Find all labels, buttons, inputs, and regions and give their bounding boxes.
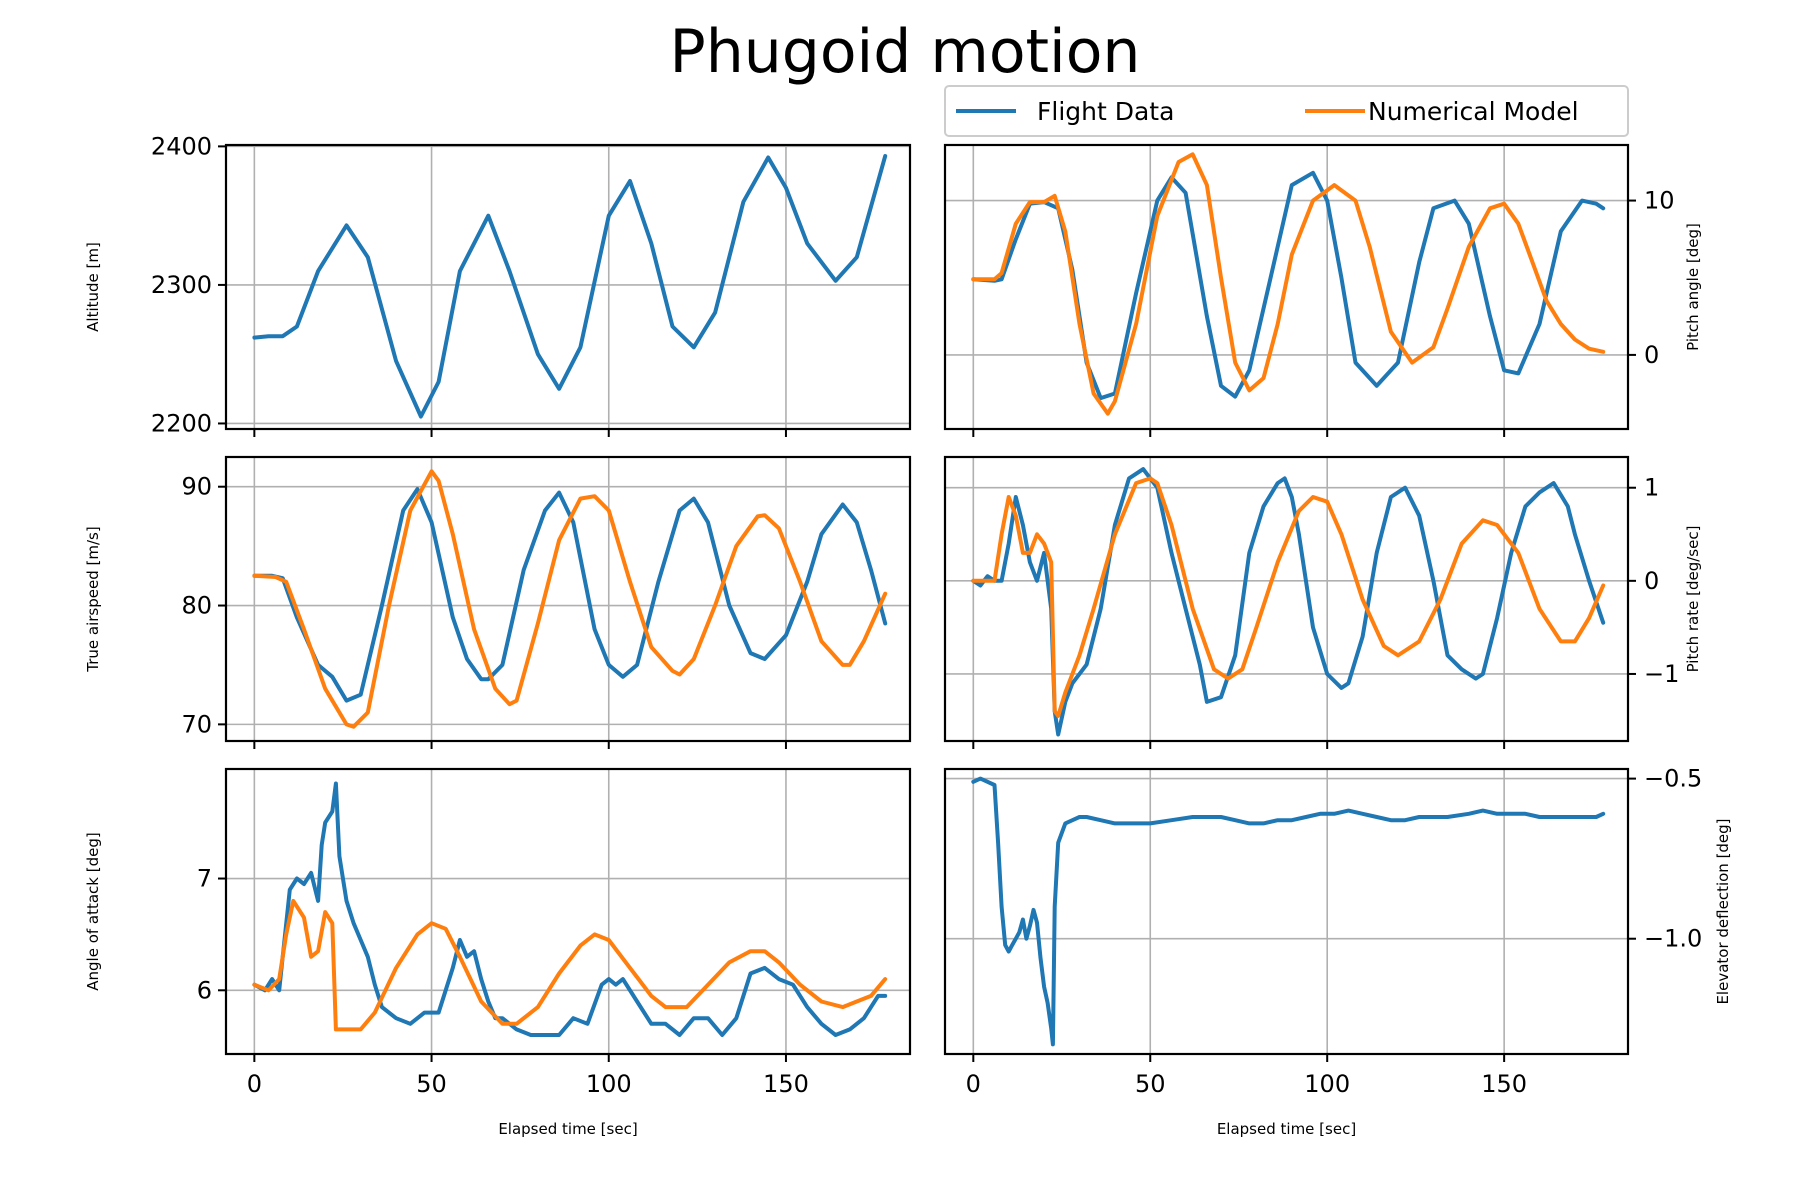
y-tick-label: 6 <box>197 976 212 1004</box>
y-axis-label: Pitch angle [deg] <box>1684 223 1702 351</box>
y-tick-label: 2300 <box>151 271 212 299</box>
axes-frame <box>943 143 1630 431</box>
legend: Flight Data Numerical Model <box>944 85 1629 137</box>
x-tick-label: 0 <box>247 1070 262 1098</box>
x-tick-label: 100 <box>1304 1070 1350 1098</box>
series-line-flight-data <box>971 467 1606 737</box>
legend-label-flight-data: Flight Data <box>1037 97 1174 126</box>
legend-label-numerical-model: Numerical Model <box>1368 97 1579 126</box>
panel-pitch-rate: −1 0 1 Pitch rate [deg/sec] <box>943 455 1702 749</box>
axes-frame <box>943 767 1630 1056</box>
panel-altitude: 2200 2300 2400 Altitude [m] <box>84 132 912 437</box>
y-tick-label: 2400 <box>151 132 212 160</box>
axes-frame <box>943 455 1630 743</box>
x-tick-label: 150 <box>1481 1070 1527 1098</box>
y-axis-label: Altitude [m] <box>84 242 102 332</box>
series-line-flight-data <box>252 781 888 1037</box>
y-tick-label: 0 <box>1644 341 1659 369</box>
y-tick-label: −1.0 <box>1644 925 1702 953</box>
y-tick-label: 80 <box>181 592 212 620</box>
y-tick-label: 10 <box>1644 187 1675 215</box>
y-tick-label: 7 <box>197 865 212 893</box>
series-line-numerical-model <box>971 476 1606 718</box>
figure-title: Phugoid motion <box>670 17 1141 87</box>
series-line-flight-data <box>971 170 1606 401</box>
panel-true-airspeed: 70 80 90 True airspeed [m/s] <box>84 455 912 749</box>
axes-frame <box>224 455 912 743</box>
series-line-flight-data <box>252 487 888 703</box>
x-axis-label: Elapsed time [sec] <box>498 1120 637 1138</box>
axes-frame <box>224 767 912 1056</box>
y-tick-label: 70 <box>181 710 212 738</box>
legend-box <box>944 85 1629 137</box>
panel-pitch-angle: 0 10 Pitch angle [deg] <box>943 143 1702 437</box>
x-tick-label: 100 <box>586 1070 632 1098</box>
series-line-numerical-model <box>252 898 888 1032</box>
y-tick-label: 1 <box>1644 474 1659 502</box>
x-tick-label: 50 <box>1135 1070 1166 1098</box>
y-tick-label: −1 <box>1644 660 1679 688</box>
y-tick-label: 0 <box>1644 567 1659 595</box>
y-axis-label: Angle of attack [deg] <box>84 832 102 991</box>
y-axis-label: True airspeed [m/s] <box>84 526 102 672</box>
series-line-flight-data <box>252 154 888 419</box>
series-line-numerical-model <box>971 152 1606 416</box>
x-tick-label: 0 <box>966 1070 981 1098</box>
y-tick-label: −0.5 <box>1644 765 1702 793</box>
y-axis-label: Elevator deflection [deg] <box>1714 818 1732 1004</box>
panel-angle-of-attack: 0 50 100 150 Elapsed time [sec] 6 7 Angle of at… <box>84 767 912 1138</box>
y-axis-label: Pitch rate [deg/sec] <box>1684 526 1702 673</box>
x-axis-label: Elapsed time [sec] <box>1217 1120 1356 1138</box>
x-tick-label: 150 <box>763 1070 809 1098</box>
panel-elevator-deflection: 0 50 100 150 Elapsed time [sec] −1.0 −0.5 Eleva… <box>943 765 1732 1138</box>
x-tick-label: 50 <box>416 1070 447 1098</box>
series-line-numerical-model <box>252 469 888 729</box>
y-tick-label: 2200 <box>151 409 212 437</box>
y-tick-label: 90 <box>181 473 212 501</box>
series-line-flight-data <box>971 776 1606 1047</box>
axes-frame <box>224 143 912 431</box>
